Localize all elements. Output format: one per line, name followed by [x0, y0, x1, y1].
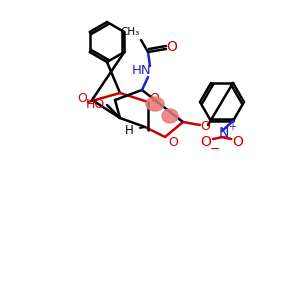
Text: H: H: [124, 124, 134, 136]
Text: HO: HO: [85, 98, 105, 110]
Text: N: N: [219, 126, 229, 140]
Text: O: O: [149, 92, 159, 106]
Text: O: O: [168, 136, 178, 148]
Text: O: O: [167, 40, 177, 54]
Text: CH₃: CH₃: [120, 27, 140, 37]
Text: +: +: [228, 122, 236, 132]
Text: O: O: [200, 121, 210, 134]
Ellipse shape: [162, 109, 178, 123]
Text: O: O: [77, 92, 87, 106]
Text: HN: HN: [132, 64, 152, 76]
Text: −: −: [210, 142, 220, 156]
Text: O: O: [232, 135, 243, 149]
Ellipse shape: [146, 97, 164, 111]
Text: O: O: [201, 135, 212, 149]
